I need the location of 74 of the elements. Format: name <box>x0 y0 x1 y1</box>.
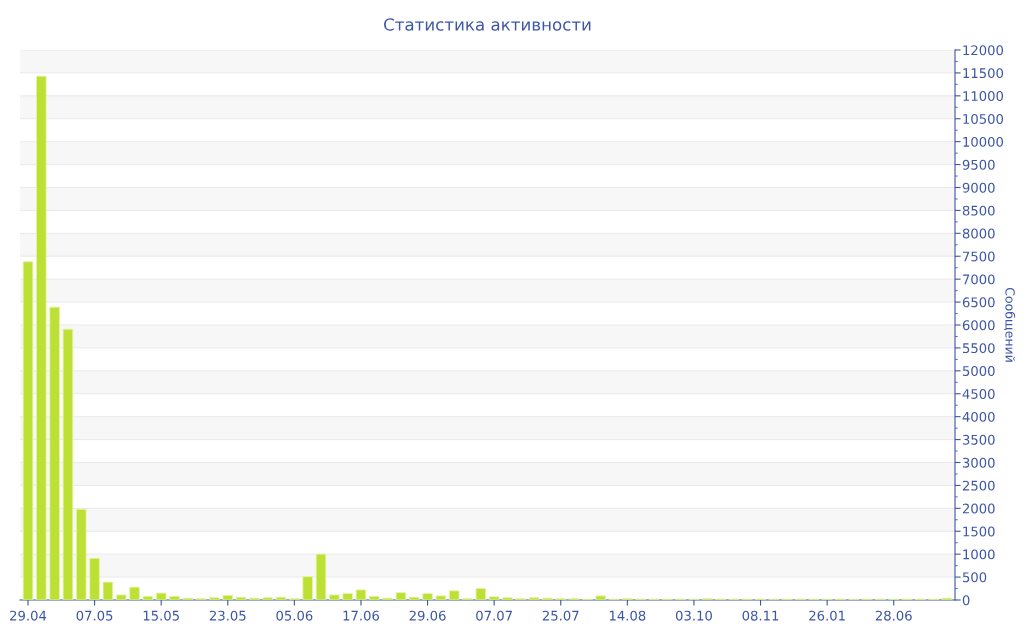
bar <box>129 586 140 600</box>
x-tick-label: 15.05 <box>143 610 179 621</box>
x-tick-label: 23.05 <box>209 610 246 621</box>
bar <box>422 593 433 600</box>
bar <box>142 595 154 600</box>
x-tick-label: 07.05 <box>76 610 113 621</box>
y-tick-label: 9000 <box>962 182 995 193</box>
bar <box>355 589 367 600</box>
bar <box>329 594 340 600</box>
bar <box>76 508 87 600</box>
bar <box>475 588 487 600</box>
chart-title: Статистика активности <box>384 18 591 31</box>
y-tick-label: 2500 <box>962 480 995 491</box>
y-tick-label: 5500 <box>962 343 995 354</box>
y-tick-label: 10500 <box>963 113 1004 124</box>
x-tick-label: 08.11 <box>742 610 779 621</box>
y-tick-label: 1500 <box>963 526 995 537</box>
bar <box>235 596 247 600</box>
y-tick-label: 7500 <box>963 251 995 262</box>
y-tick-label: 4000 <box>962 411 995 422</box>
y-tick-label: 0 <box>962 595 970 606</box>
y-tick-label: 6500 <box>962 297 995 308</box>
bar <box>36 75 47 600</box>
y-tick-label: 10000 <box>963 136 1004 147</box>
bar <box>49 306 60 600</box>
y-tick-label: 8500 <box>962 205 995 216</box>
bar <box>315 553 327 600</box>
x-tick-label: 28.06 <box>875 610 912 621</box>
bar <box>102 581 114 600</box>
y-tick-label: 500 <box>962 572 987 583</box>
bar <box>89 557 100 600</box>
bar <box>502 597 513 600</box>
bar <box>595 595 606 600</box>
bar <box>369 595 380 600</box>
bar <box>116 594 127 600</box>
bar <box>169 595 180 600</box>
y-tick-label: 4500 <box>962 388 995 399</box>
bar <box>155 592 167 600</box>
bar <box>448 590 460 600</box>
x-tick-label: 29.06 <box>409 610 446 621</box>
x-tick-label: 14.08 <box>609 610 646 621</box>
x-tick-label: 26.01 <box>809 610 845 621</box>
x-tick-label: 17.06 <box>343 610 380 621</box>
y-tick-label: 1000 <box>963 549 995 560</box>
x-tick-label: 07.07 <box>476 610 512 621</box>
y-tick-label: 11500 <box>963 68 1004 79</box>
x-tick-label: 25.07 <box>542 610 579 621</box>
y-tick-label: 3500 <box>962 434 995 445</box>
y-tick-label: 7000 <box>963 274 995 285</box>
bar <box>222 595 233 600</box>
bar <box>262 597 273 600</box>
x-tick-label: 03.10 <box>675 610 712 621</box>
y-tick-label: 9500 <box>962 159 995 170</box>
y-tick-label: 2000 <box>962 503 995 514</box>
y-tick-label: 11000 <box>963 91 1004 102</box>
y-tick-label: 6000 <box>962 320 995 331</box>
y-tick-label: 8000 <box>962 228 995 239</box>
bar <box>62 328 74 600</box>
y-tick-label: 3000 <box>962 457 995 468</box>
bar <box>435 595 447 600</box>
bar <box>275 596 287 600</box>
y-tick-label: 5000 <box>962 366 995 377</box>
x-tick-label: 29.04 <box>10 610 47 621</box>
bar <box>409 596 420 600</box>
y-axis-title: Сообщений <box>1003 287 1016 362</box>
bar <box>395 592 407 600</box>
x-tick-label: 05.06 <box>276 610 313 621</box>
bar <box>302 576 313 600</box>
bar <box>528 597 540 600</box>
bar <box>209 597 220 600</box>
bar <box>488 596 500 600</box>
y-tick-label: 12000 <box>963 45 1004 56</box>
bar <box>22 261 34 600</box>
bar <box>342 593 353 600</box>
